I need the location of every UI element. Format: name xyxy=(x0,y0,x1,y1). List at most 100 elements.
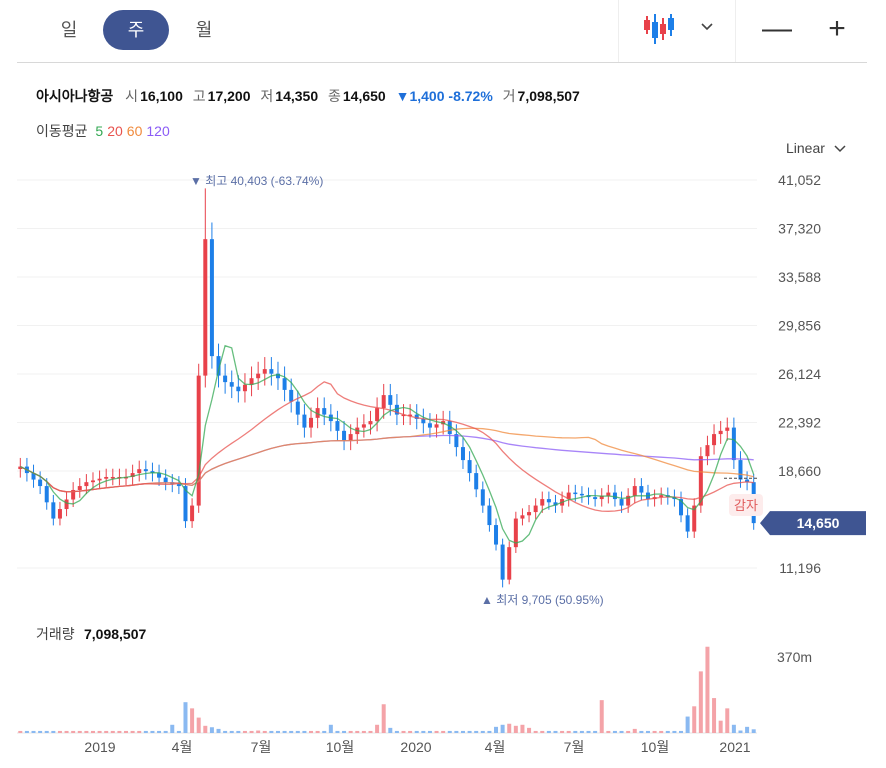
volume-bar xyxy=(150,730,155,733)
volume-bar xyxy=(712,698,717,733)
candle-body xyxy=(632,486,637,496)
volume-bar xyxy=(692,706,697,733)
volume-bar xyxy=(381,704,386,733)
candle-body xyxy=(130,473,135,477)
volume-bar xyxy=(533,730,538,733)
candle-body xyxy=(256,373,261,379)
tab-daily[interactable]: 일 xyxy=(60,20,78,40)
low-label: 저 xyxy=(260,88,274,104)
candle-body xyxy=(361,424,366,428)
moving-average-legend[interactable]: 이동평균 5 20 60 120 xyxy=(36,121,174,141)
volume-bar xyxy=(24,730,29,733)
candle-body xyxy=(84,482,89,487)
zoom-in-button[interactable]: + xyxy=(828,12,846,45)
scale-selector[interactable]: Linear xyxy=(786,140,847,156)
volume-bar xyxy=(751,729,756,733)
volume-bar xyxy=(309,730,314,733)
volume-bar xyxy=(137,730,142,733)
volume-bar xyxy=(157,730,162,733)
candle-body xyxy=(289,389,294,402)
x-tick-label: 4월 xyxy=(485,739,506,755)
volume-bar xyxy=(619,730,624,733)
y-tick-label: 41,052 xyxy=(778,172,821,188)
volume-panel-value: 7,098,507 xyxy=(84,626,146,642)
volume-bar xyxy=(467,730,472,733)
ma-5-line xyxy=(20,344,755,544)
volume-bar xyxy=(612,730,617,733)
candle-body xyxy=(203,239,208,376)
volume-bar xyxy=(672,730,677,733)
volume-bar xyxy=(725,708,730,733)
volume-bar xyxy=(57,730,62,733)
volume-bar xyxy=(342,730,347,733)
chevron-down-icon xyxy=(701,23,713,31)
volume-bar xyxy=(698,671,703,733)
candle-body xyxy=(414,414,419,419)
volume-bar xyxy=(705,646,710,733)
volume-bar xyxy=(275,730,280,733)
volume-bar xyxy=(731,724,736,733)
close-value: 14,650 xyxy=(342,88,386,104)
candle-body xyxy=(183,486,188,522)
chart-type-selector[interactable] xyxy=(618,0,736,62)
y-tick-label: 11,196 xyxy=(779,560,821,576)
volume-bar xyxy=(18,730,23,733)
candle-body xyxy=(712,434,717,446)
tab-monthly[interactable]: 월 xyxy=(195,20,213,40)
volume-bar xyxy=(51,730,56,733)
candle-body xyxy=(427,423,432,428)
volume-bar xyxy=(328,724,333,733)
volume-bar xyxy=(236,730,241,733)
candle-body xyxy=(216,356,221,376)
tab-weekly[interactable]: 주 xyxy=(103,10,169,50)
candle-body xyxy=(705,445,710,457)
candle-body xyxy=(460,447,465,461)
open-label: 시 xyxy=(125,88,139,104)
zoom-out-button[interactable]: — xyxy=(762,12,792,45)
volume-bar xyxy=(593,730,598,733)
volume-bar xyxy=(196,717,201,733)
ma-20-line xyxy=(20,381,754,512)
candle-body xyxy=(692,505,697,532)
x-tick-label: 2020 xyxy=(400,739,431,755)
y-tick-label: 33,588 xyxy=(778,269,821,285)
candle-body xyxy=(342,430,347,441)
candle-body xyxy=(593,497,598,500)
high-annotation: ▼ 최고 40,403 (-63.74%) xyxy=(190,174,323,188)
candle-body xyxy=(190,505,195,522)
volume-bar xyxy=(665,730,670,733)
close-label: 종 xyxy=(328,88,341,104)
volume-bar xyxy=(520,724,525,733)
volume-bar xyxy=(38,730,43,733)
volume-bar xyxy=(289,730,294,733)
candle-body xyxy=(295,401,300,415)
scale-label: Linear xyxy=(786,140,825,156)
candle-body xyxy=(527,512,532,516)
volume-bar xyxy=(659,730,664,733)
volume-bar xyxy=(474,730,479,733)
ma-5: 5 xyxy=(95,123,104,139)
last-price-label: 14,650 xyxy=(797,515,840,531)
volume-bar xyxy=(460,730,465,733)
x-tick-label: 4월 xyxy=(172,739,193,755)
ma-label: 이동평균 xyxy=(36,123,88,139)
volume-bar xyxy=(540,730,545,733)
volume-bar xyxy=(322,730,327,733)
candle-body xyxy=(679,499,684,516)
change-percent: -8.72% xyxy=(448,88,493,104)
volume-bar xyxy=(454,730,459,733)
candle-body xyxy=(494,525,499,545)
candle-body xyxy=(97,478,102,481)
candle-body xyxy=(626,495,631,506)
volume-bar xyxy=(579,730,584,733)
low-annotation: ▲ 최저 9,705 (50.95%) xyxy=(481,593,604,607)
volume-bar xyxy=(335,730,340,733)
volume-bar xyxy=(401,730,406,733)
candle-body xyxy=(157,473,162,478)
candle-body xyxy=(302,414,307,428)
candle-body xyxy=(249,378,254,385)
volume-bar xyxy=(176,730,181,733)
volume-bar xyxy=(355,730,360,733)
candle-body xyxy=(725,427,730,431)
